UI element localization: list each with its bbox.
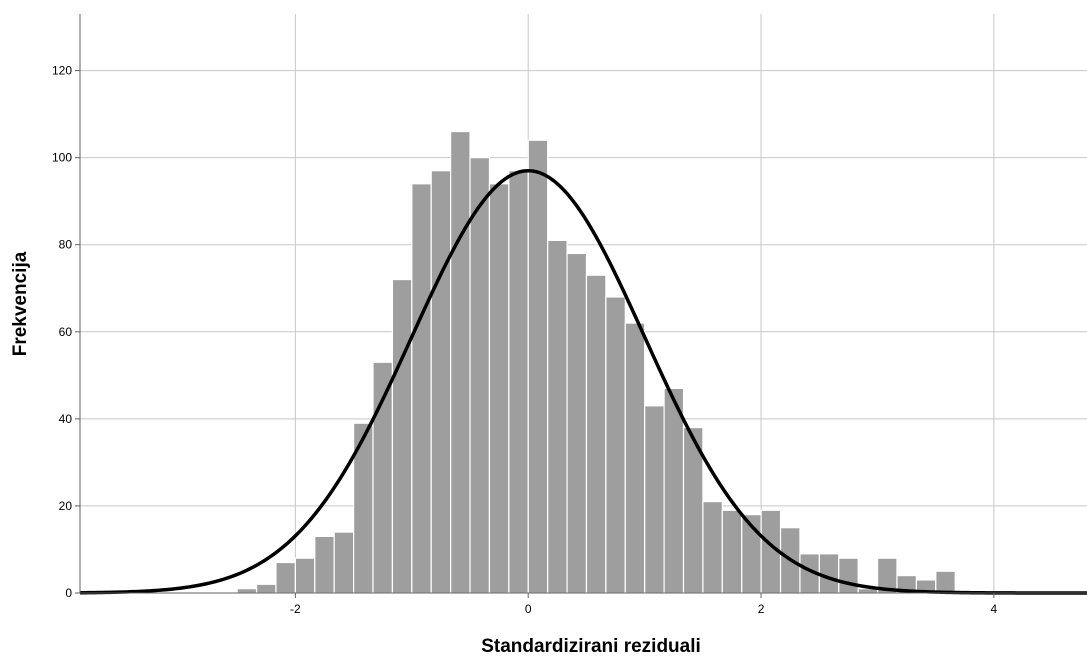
x-tick-label: -2 xyxy=(290,602,301,616)
histogram-bar xyxy=(469,157,491,594)
histogram-bar xyxy=(818,553,840,594)
histogram-bar xyxy=(450,130,471,594)
histogram-bar xyxy=(663,387,685,594)
histogram-bar xyxy=(566,252,588,594)
histogram-bars xyxy=(236,130,956,594)
x-tick-label: 0 xyxy=(525,602,532,616)
histogram-bar xyxy=(605,296,626,594)
y-axis-title: Frekvencija xyxy=(10,251,31,356)
y-tick-label: 40 xyxy=(59,412,73,426)
normal-curve-layer xyxy=(79,168,1087,595)
histogram-bar xyxy=(935,570,956,594)
histogram-bar xyxy=(333,531,355,594)
y-tick-label: 120 xyxy=(52,64,72,78)
normal-curve xyxy=(79,168,1087,595)
histogram-bar xyxy=(391,278,413,594)
histogram-bar xyxy=(430,170,452,594)
histogram-bar xyxy=(255,583,277,594)
histogram-bar xyxy=(547,239,568,594)
y-tick-label: 0 xyxy=(65,586,72,600)
histogram-bar xyxy=(314,535,335,594)
y-tick-label: 80 xyxy=(59,238,73,252)
x-tick-label: 2 xyxy=(758,602,765,616)
histogram-bar xyxy=(488,183,510,594)
histogram-bar xyxy=(294,557,316,594)
histogram-bar xyxy=(702,500,723,594)
x-tick-label: 4 xyxy=(991,602,998,616)
y-tick-label: 100 xyxy=(52,151,72,165)
histogram-bar xyxy=(527,139,549,594)
y-tick-label: 60 xyxy=(59,325,73,339)
tick-labels: 0 20 40 60 80 100 120 -2 0 2 4 xyxy=(52,64,998,616)
axes xyxy=(75,14,1087,598)
histogram-bar xyxy=(411,183,432,594)
histogram-bar xyxy=(838,557,859,594)
histogram-bar xyxy=(721,509,743,594)
histogram-bar xyxy=(624,322,646,594)
histogram-bar xyxy=(275,561,296,594)
x-axis-title: Standardizirani reziduali xyxy=(481,636,701,657)
histogram-bar xyxy=(236,588,258,594)
histogram-bar xyxy=(644,405,665,594)
histogram-bar xyxy=(508,170,529,594)
histogram-bar xyxy=(585,274,607,594)
y-tick-label: 20 xyxy=(59,499,73,513)
